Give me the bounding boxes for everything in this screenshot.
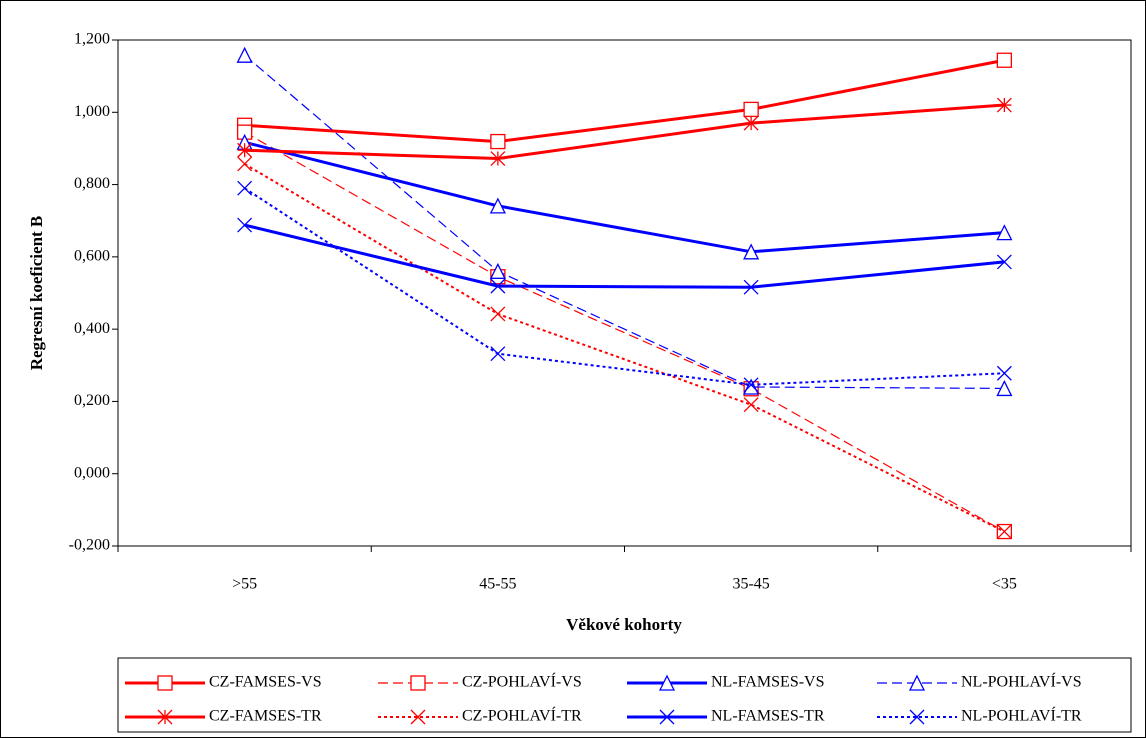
data-point (996, 97, 1012, 113)
data-point (996, 254, 1012, 270)
y-tick-label: 0,400 (74, 320, 110, 337)
legend-marker (658, 674, 676, 691)
data-point (996, 365, 1012, 381)
y-tick-label: 0,200 (74, 392, 110, 409)
legend-label: NL-POHLAVÍ-TR (961, 706, 1082, 725)
y-tick-label: 0,600 (74, 248, 110, 265)
data-point (237, 142, 253, 158)
y-tick-label: 1,200 (74, 31, 110, 48)
series-line (244, 103, 1005, 161)
series-line (244, 131, 1005, 533)
data-point (237, 180, 253, 196)
y-tick-label: 0,000 (74, 464, 110, 481)
data-point (743, 397, 759, 413)
series-line (244, 54, 1005, 390)
legend-label: NL-POHLAVÍ-VS (961, 672, 1082, 691)
legend-label: CZ-POHLAVÍ-VS (462, 672, 582, 691)
data-point (490, 151, 506, 167)
legend-label: NL-FAMSES-TR (711, 708, 825, 725)
legend-label: NL-FAMSES-VS (711, 674, 825, 691)
series-line (244, 187, 1005, 386)
series-line (244, 140, 1005, 254)
data-point (490, 278, 506, 294)
series-line (244, 223, 1005, 289)
data-point (996, 224, 1013, 241)
legend-marker (909, 709, 925, 725)
y-tick-label: 1,000 (74, 103, 110, 120)
legend-label: CZ-POHLAVÍ-TR (462, 706, 582, 725)
data-point (743, 377, 759, 393)
y-axis-title: Regresní koeficient B (27, 216, 46, 371)
data-point (743, 279, 759, 295)
series-line (244, 163, 1005, 533)
data-point (490, 306, 506, 322)
series-line (244, 58, 1005, 144)
x-tick-label: >55 (232, 576, 257, 593)
data-point (236, 46, 253, 63)
data-point (743, 115, 759, 131)
legend-marker (659, 709, 675, 725)
data-point (237, 217, 253, 233)
data-point (489, 262, 506, 279)
y-tick-label: -0,200 (69, 537, 110, 554)
data-point (743, 101, 759, 118)
x-tick-label: <35 (992, 576, 1017, 593)
legend-marker (157, 709, 173, 725)
legend-marker (157, 675, 173, 691)
data-point (743, 378, 760, 395)
data-point (996, 524, 1012, 540)
legend-label: CZ-FAMSES-VS (209, 674, 322, 691)
data-point (490, 346, 506, 362)
legend-marker (410, 675, 426, 691)
data-point (490, 133, 506, 150)
legend-label: CZ-FAMSES-TR (209, 708, 322, 725)
legend-marker (908, 674, 926, 691)
legend-box (117, 657, 1132, 733)
data-point (489, 197, 506, 214)
x-tick-label: 45-55 (479, 576, 516, 593)
x-tick-label: 35-45 (732, 576, 769, 593)
data-point (996, 379, 1013, 397)
data-point (743, 243, 760, 260)
data-point (996, 52, 1013, 68)
y-tick-label: 0,800 (74, 175, 110, 192)
legend-marker (410, 709, 426, 725)
data-point (237, 156, 253, 172)
x-axis-title: Věkové kohorty (566, 615, 682, 634)
